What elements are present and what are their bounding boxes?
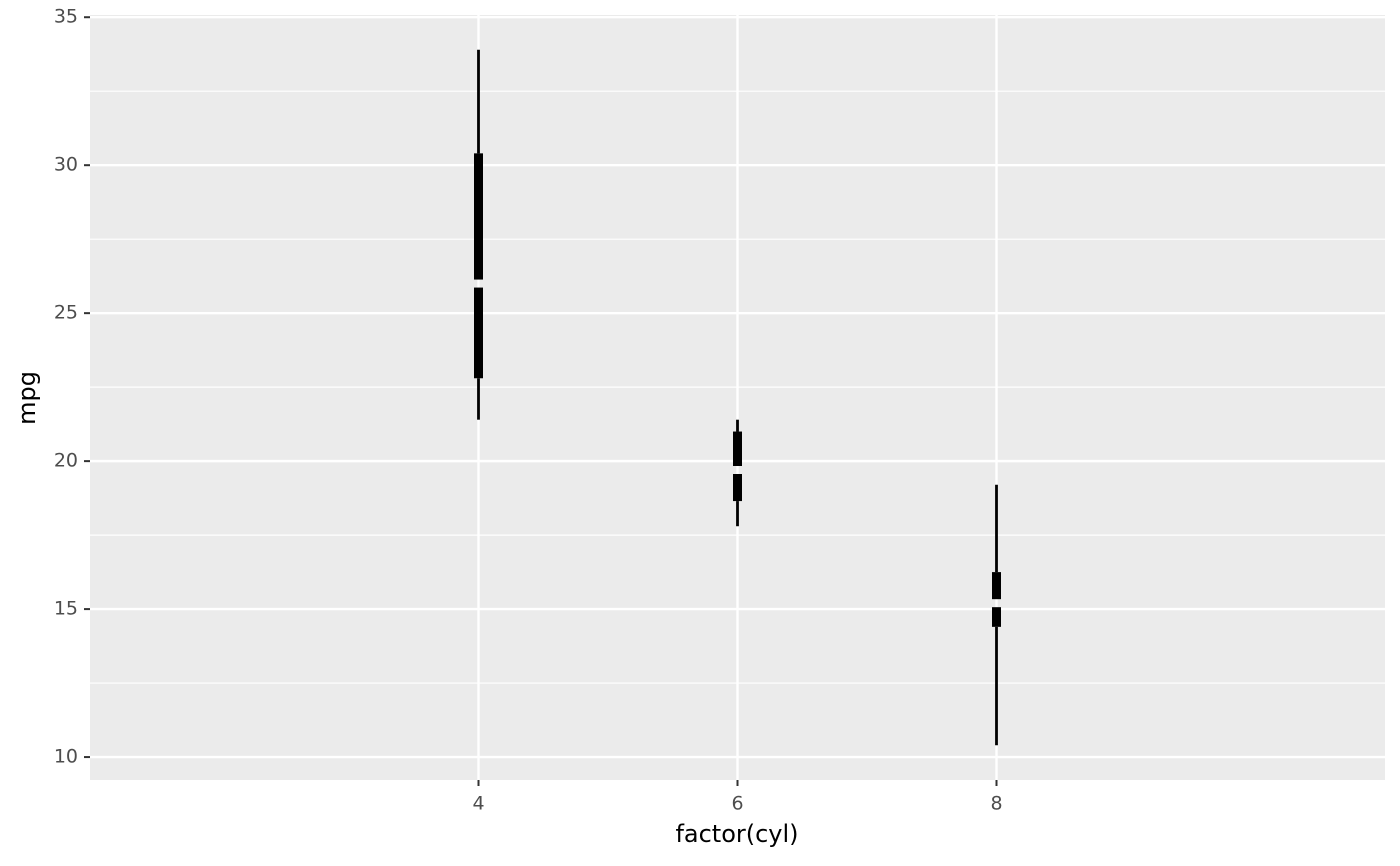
x-axis-title: factor(cyl)	[675, 820, 798, 848]
y-tick-label: 35	[54, 6, 78, 28]
y-tick-label: 15	[54, 598, 78, 620]
y-tick-label: 10	[54, 746, 78, 768]
lower-box	[992, 607, 1001, 627]
x-tick-label: 8	[990, 793, 1002, 815]
y-tick-label: 20	[54, 450, 78, 472]
x-tick-label: 4	[472, 793, 484, 815]
x-tick-label: 6	[731, 793, 743, 815]
y-axis-title: mpg	[13, 371, 41, 425]
lower-box	[733, 474, 742, 502]
lower-box	[474, 287, 483, 379]
upper-box	[992, 572, 1001, 600]
upper-box	[474, 153, 483, 280]
y-tick-label: 30	[54, 154, 78, 176]
y-tick-label: 25	[54, 302, 78, 324]
upper-box	[733, 431, 742, 467]
